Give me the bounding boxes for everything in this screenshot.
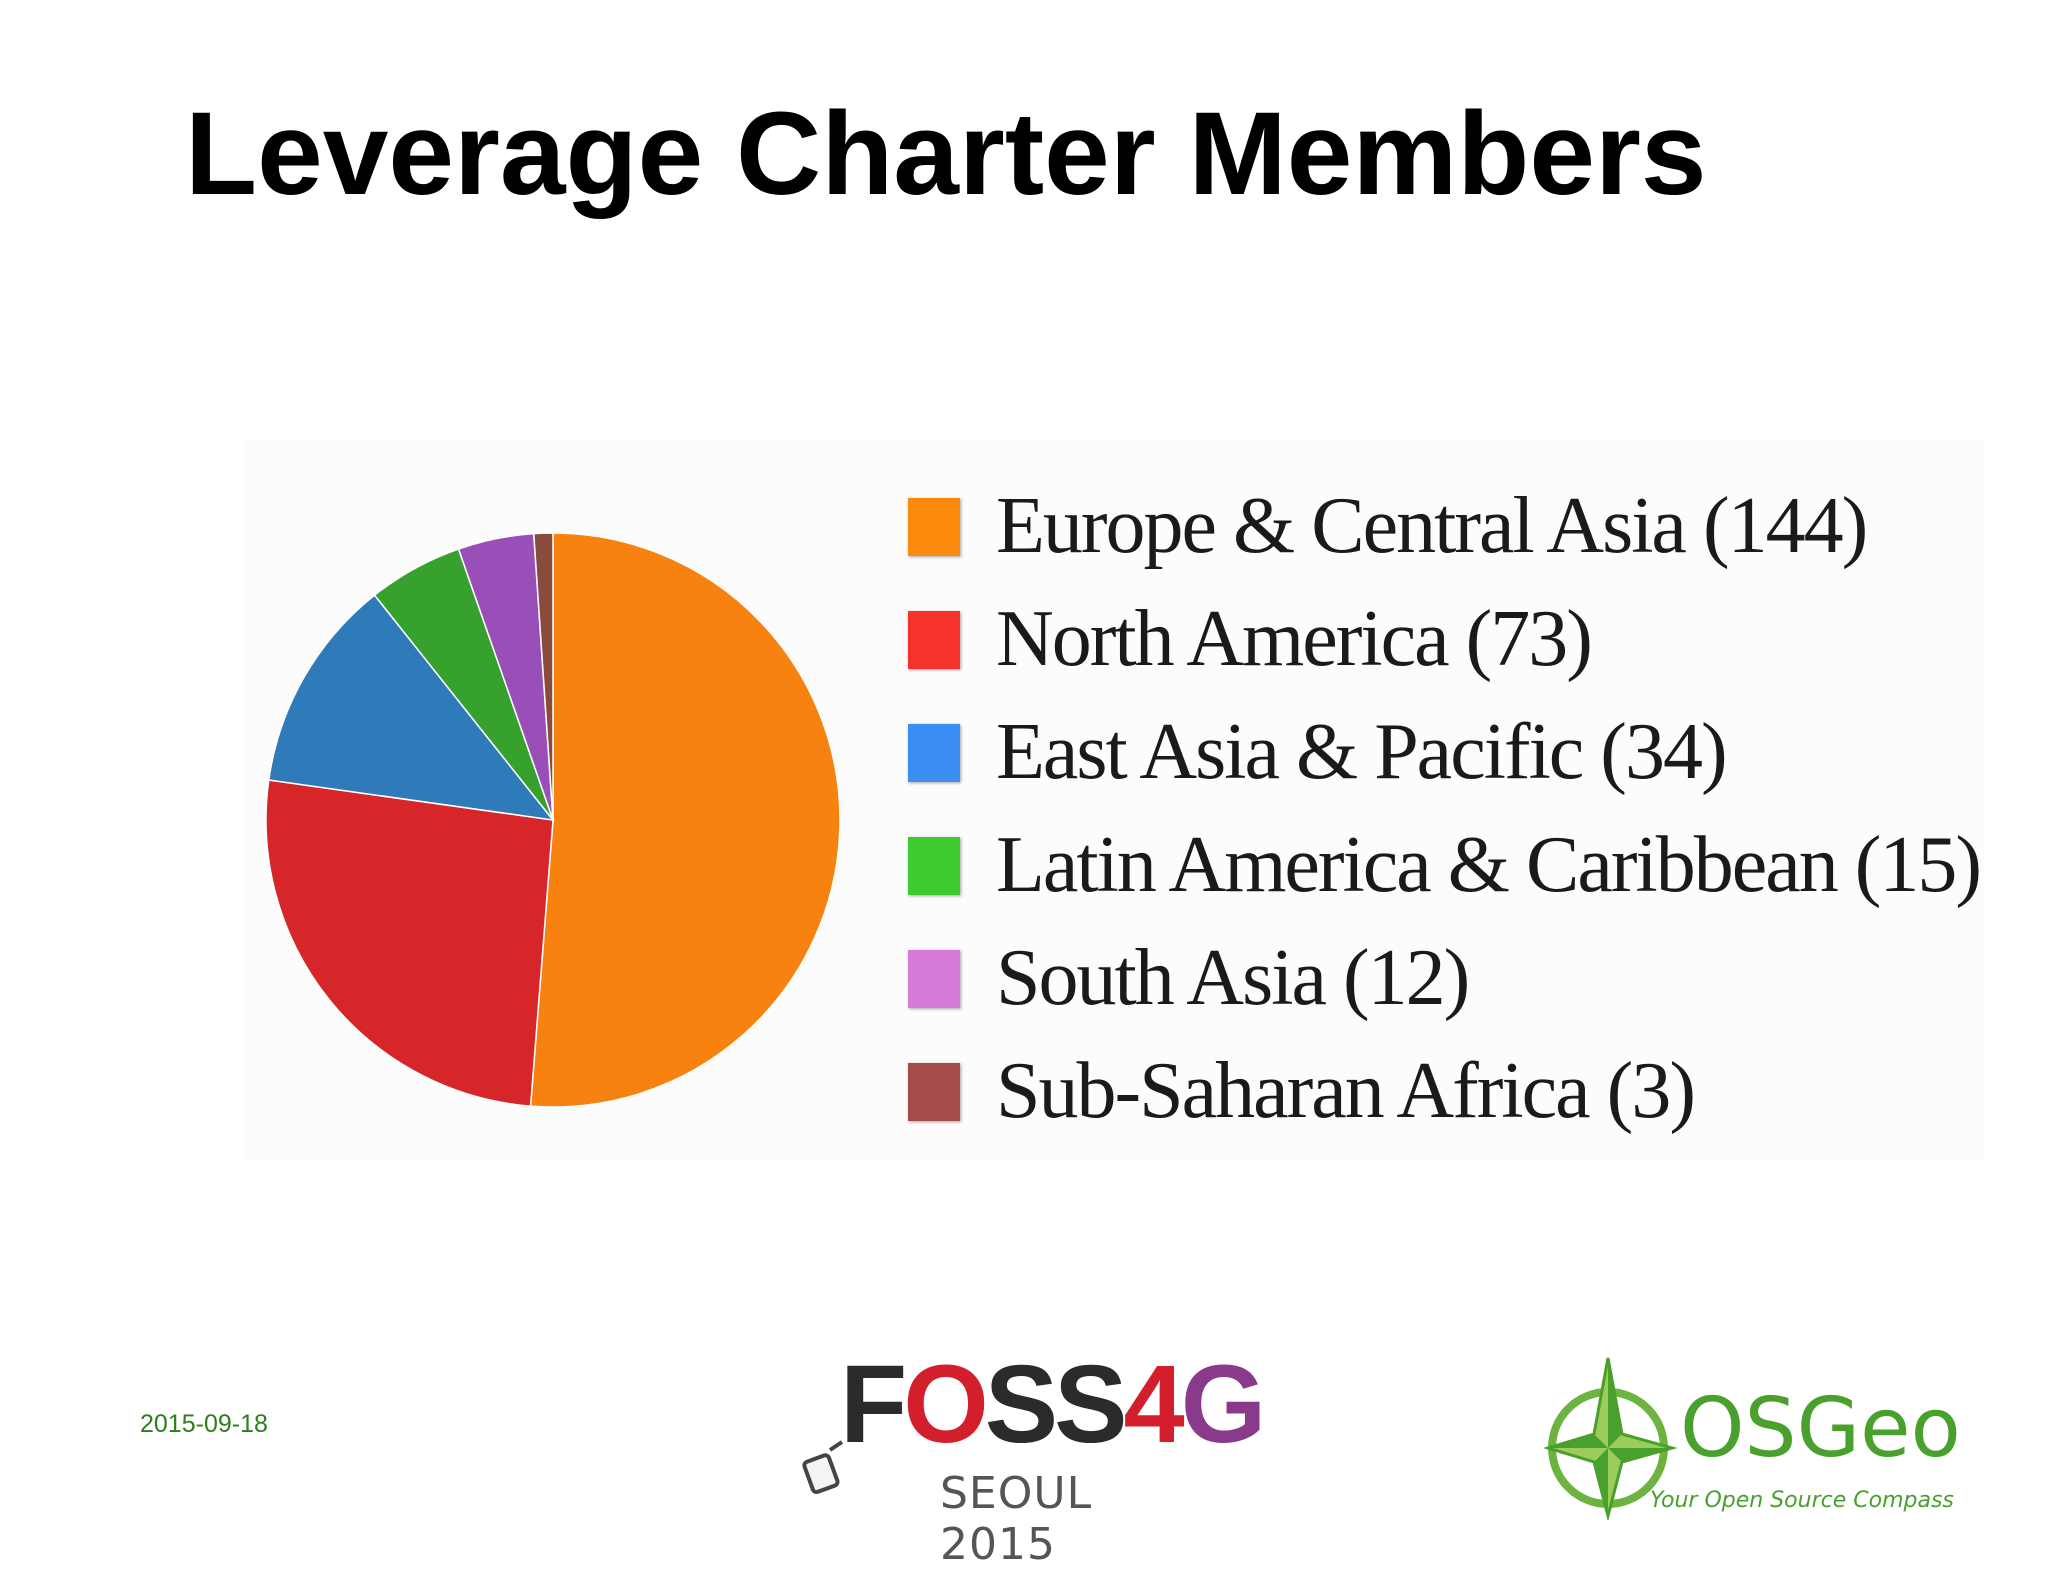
foss4g-letter-o: O xyxy=(903,1343,989,1466)
page-title: Leverage Charter Members xyxy=(185,88,1707,220)
compass-star-icon xyxy=(1542,1357,1678,1520)
legend-swatch xyxy=(908,497,960,556)
legend-item: North America (73) xyxy=(908,583,1980,696)
legend-label: Latin America & Caribbean (15) xyxy=(996,821,1982,909)
legend-item: Europe & Central Asia (144) xyxy=(908,470,1980,583)
legend-label: Europe & Central Asia (144) xyxy=(996,482,1868,570)
pen-icon xyxy=(802,1440,844,1495)
foss4g-subtitle: SEOUL 2015 xyxy=(940,1468,1093,1570)
legend-label: Sub-Saharan Africa (3) xyxy=(996,1047,1696,1135)
pie-chart xyxy=(265,532,841,1108)
foss4g-letters-ss: SS xyxy=(984,1343,1128,1466)
legend-label: North America (73) xyxy=(996,595,1593,683)
foss4g-letter-f: F xyxy=(840,1343,907,1466)
foss4g-logo: FOSS4G SEOUL 2015 xyxy=(790,1350,1266,1570)
foss4g-wordmark: FOSS4G xyxy=(840,1350,1266,1460)
legend-swatch xyxy=(908,610,960,669)
foss4g-digit-4: 4 xyxy=(1123,1343,1185,1466)
legend-swatch xyxy=(908,1062,960,1121)
pie-slice xyxy=(532,532,554,821)
legend-item: Latin America & Caribbean (15) xyxy=(908,809,1982,922)
osgeo-logo: OSGeo Your Open Source Compass xyxy=(1540,1350,1961,1530)
pie-slice xyxy=(529,532,841,1108)
legend-swatch xyxy=(908,723,960,782)
slide-date: 2015-09-18 xyxy=(140,1410,268,1438)
osgeo-wordmark: OSGeo xyxy=(1680,1381,1961,1476)
chart-legend: Europe & Central Asia (144) North Americ… xyxy=(908,470,1982,1148)
legend-swatch xyxy=(908,836,960,895)
pie-slice xyxy=(267,594,555,822)
legend-label: South Asia (12) xyxy=(996,934,1470,1022)
osgeo-tagline: Your Open Source Compass xyxy=(1650,1488,1954,1513)
legend-label: East Asia & Pacific (34) xyxy=(996,708,1728,796)
pie-slice xyxy=(265,779,554,1107)
legend-item: Sub-Saharan Africa (3) xyxy=(908,1035,1980,1148)
legend-item: East Asia & Pacific (34) xyxy=(908,696,1980,809)
legend-item: South Asia (12) xyxy=(908,922,1980,1035)
legend-swatch xyxy=(908,949,960,1008)
foss4g-letter-g: G xyxy=(1180,1343,1267,1466)
